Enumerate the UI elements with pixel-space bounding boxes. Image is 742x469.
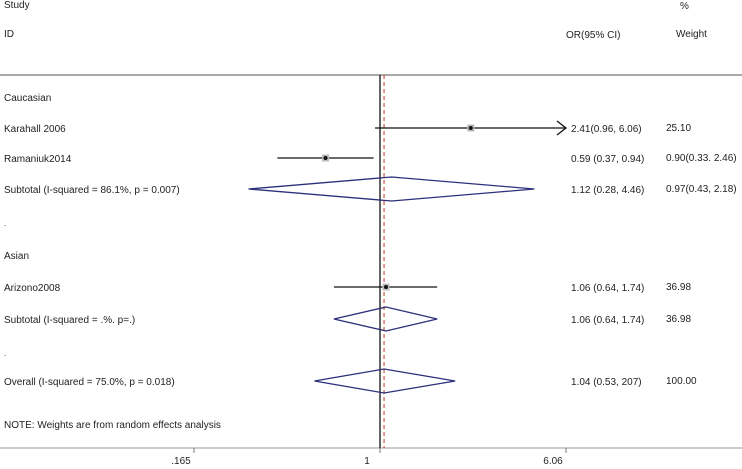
subtotal-diamond: [248, 176, 535, 202]
footnote: NOTE: Weights are from random effects an…: [4, 420, 221, 431]
header-weight: Weight: [676, 29, 707, 40]
group-label: Asian: [4, 251, 29, 262]
point-estimate: [323, 156, 328, 160]
or-ci-value: 1.12 (0.28, 4.46): [571, 185, 644, 196]
weight-value: 25.10: [666, 123, 691, 134]
header-study: Study: [4, 0, 30, 11]
subtotal-label: Subtotal (I-squared = .%. p=.): [4, 315, 135, 326]
study-label: Karahall 2006: [4, 124, 66, 135]
header-id: ID: [4, 29, 14, 40]
subtotal-diamond: [333, 306, 438, 332]
header-percent: %: [680, 1, 689, 12]
study-label: Arizono2008: [4, 283, 61, 294]
x-tick-label: .165: [171, 456, 191, 467]
ci-arrow: [556, 120, 568, 136]
x-tick-label: 6.06: [543, 456, 563, 467]
subtotal-label: Subtotal (I-squared = 86.1%, p = 0.007): [4, 185, 180, 196]
header-or-ci: OR(95% CI): [566, 30, 620, 41]
rows-layer: Caucasian Karahall 2006 2.41(0.96, 6.06) 25…: [4, 93, 737, 394]
point-estimate: [384, 285, 389, 289]
or-ci-value: 1.04 (0.53, 207): [571, 377, 642, 388]
point-estimate: [468, 126, 473, 130]
x-ticks: .165 1 6.06: [171, 448, 567, 467]
or-ci-value: 0.59 (0.37, 0.94): [571, 154, 644, 165]
overall-label: Overall (I-squared = 75.0%, p = 0.018): [4, 377, 175, 388]
x-tick-label: 1: [364, 456, 370, 467]
weight-value: 36.98: [666, 282, 691, 293]
group-label: Caucasian: [4, 93, 51, 104]
weight-value: 0.90(0.33. 2.46): [666, 153, 737, 164]
weight-value: 36.98: [666, 314, 691, 325]
or-ci-value: 1.06 (0.64, 1.74): [571, 283, 644, 294]
weight-value: 100.00: [666, 376, 697, 387]
spacer-label: .: [4, 219, 6, 228]
or-ci-value: 2.41(0.96, 6.06): [571, 124, 642, 135]
overall-diamond: [314, 368, 456, 394]
study-label: Ramaniuk2014: [4, 154, 72, 165]
spacer-label: .: [4, 349, 6, 358]
or-ci-value: 1.06 (0.64, 1.74): [571, 315, 644, 326]
weight-value: 0.97(0.43, 2.18): [666, 184, 737, 195]
